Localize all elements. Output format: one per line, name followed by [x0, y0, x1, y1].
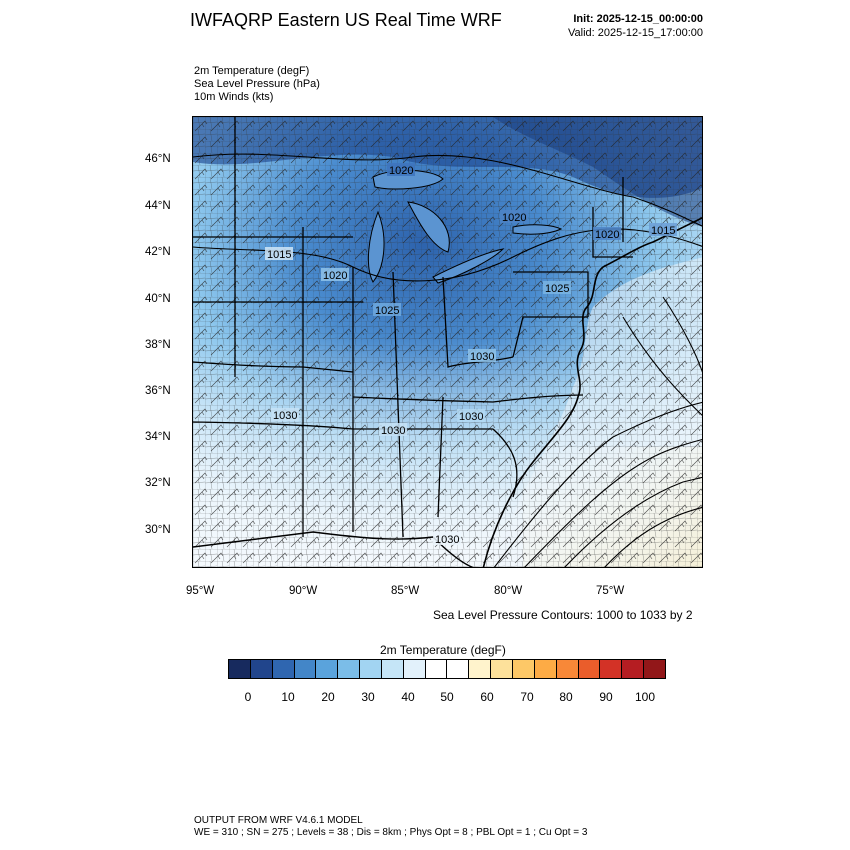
lat-label: 34°N: [145, 431, 171, 443]
colorbar-swatch: [272, 660, 295, 678]
lat-label: 38°N: [145, 339, 171, 351]
colorbar-swatch: [512, 660, 535, 678]
map-graphic: 1015 1015 1020 1020 1020 1020 1025 1025 …: [193, 117, 702, 567]
colorbar-label: 70: [520, 690, 534, 704]
colorbar-label: 10: [281, 690, 295, 704]
isobar-label: 1015: [267, 249, 291, 261]
colorbar-swatch: [600, 660, 623, 678]
lat-label: 46°N: [145, 153, 171, 165]
colorbar-swatch: [556, 660, 579, 678]
lat-label: 42°N: [145, 246, 171, 258]
lat-label: 36°N: [145, 385, 171, 397]
field-label-pressure: Sea Level Pressure (hPa): [194, 78, 320, 90]
contour-note: Sea Level Pressure Contours: 1000 to 103…: [433, 608, 693, 622]
map-panel: 1015 1015 1020 1020 1020 1020 1025 1025 …: [192, 116, 703, 568]
colorbar-label: 20: [321, 690, 335, 704]
isobar-label: 1030: [459, 411, 483, 423]
lat-label: 30°N: [145, 524, 171, 536]
field-label-temperature: 2m Temperature (degF): [194, 65, 310, 77]
colorbar-swatch: [644, 660, 665, 678]
lon-label: 90°W: [289, 585, 318, 597]
colorbar-swatch: [381, 660, 404, 678]
lat-label: 44°N: [145, 200, 171, 212]
colorbar-swatch: [469, 660, 492, 678]
colorbar-label: 90: [599, 690, 613, 704]
state-borders: [193, 117, 633, 538]
isobar-label: 1020: [323, 270, 347, 282]
colorbar-swatch: [447, 660, 470, 678]
colorbar-swatch: [622, 660, 645, 678]
isobar-label: 1020: [502, 212, 526, 224]
colorbar-swatch: [425, 660, 448, 678]
footer-config: WE = 310 ; SN = 275 ; Levels = 38 ; Dis …: [194, 827, 588, 838]
colorbar-label: 100: [634, 690, 656, 704]
lon-label: 95°W: [186, 585, 215, 597]
colorbar: [228, 659, 666, 679]
lake-michigan: [368, 210, 385, 283]
isobar-label: 1020: [389, 165, 413, 177]
colorbar-swatch: [250, 660, 273, 678]
valid-time: Valid: 2025-12-15_17:00:00: [568, 27, 703, 39]
isobar-label: 1025: [375, 305, 399, 317]
colorbar-title: 2m Temperature (degF): [380, 643, 506, 657]
colorbar-label: 80: [559, 690, 573, 704]
isobar-label: 1030: [435, 534, 459, 546]
footer-model: OUTPUT FROM WRF V4.6.1 MODEL: [194, 815, 363, 826]
plot-title: IWFAQRP Eastern US Real Time WRF: [190, 10, 502, 30]
field-label-winds: 10m Winds (kts): [194, 91, 274, 103]
lon-label: 75°W: [596, 585, 625, 597]
lon-label: 80°W: [494, 585, 523, 597]
lat-label: 32°N: [145, 477, 171, 489]
colorbar-swatch: [578, 660, 601, 678]
colorbar-swatch: [491, 660, 513, 678]
isobar-label: 1030: [273, 410, 297, 422]
colorbar-label: 0: [244, 690, 252, 704]
lon-label: 85°W: [391, 585, 420, 597]
isobar-label: 1030: [470, 351, 494, 363]
lake-huron: [407, 201, 450, 253]
lake-ontario: [512, 224, 563, 235]
colorbar-label: 40: [401, 690, 415, 704]
colorbar-swatch: [338, 660, 361, 678]
colorbar-swatch: [316, 660, 339, 678]
atlantic-coastline: [482, 217, 702, 567]
colorbar-swatch: [294, 660, 317, 678]
isobar-label: 1025: [545, 283, 569, 295]
colorbar-label: 30: [361, 690, 375, 704]
isobar-label: 1030: [381, 425, 405, 437]
gulf-coastline: [193, 531, 474, 567]
colorbar-label: 60: [480, 690, 494, 704]
wind-barbs: [193, 117, 702, 567]
isobar-label: 1020: [595, 229, 619, 241]
colorbar-swatch: [403, 660, 426, 678]
colorbar-swatch: [229, 660, 251, 678]
colorbar-swatch: [360, 660, 382, 678]
colorbar-label: 50: [440, 690, 454, 704]
isobar-label: 1015: [651, 225, 675, 237]
colorbar-swatch: [534, 660, 557, 678]
lat-label: 40°N: [145, 293, 171, 305]
init-time: Init: 2025-12-15_00:00:00: [573, 13, 703, 25]
